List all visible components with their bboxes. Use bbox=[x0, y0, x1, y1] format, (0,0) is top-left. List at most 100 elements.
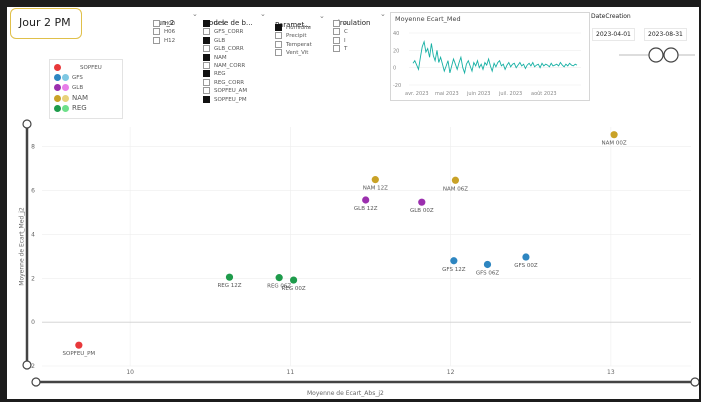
legend-item[interactable]: SOPFEU bbox=[54, 64, 102, 71]
slicer-option[interactable]: Precipit bbox=[275, 32, 312, 40]
legend-item[interactable]: GFS bbox=[54, 74, 83, 81]
legend-marker-icon bbox=[54, 105, 61, 112]
x-range-left-handle bbox=[31, 377, 41, 387]
data-point bbox=[450, 257, 458, 265]
slicer-option[interactable]: REG bbox=[203, 70, 247, 78]
legend-label: GFS bbox=[72, 75, 83, 81]
legend-marker-icon bbox=[54, 84, 61, 91]
checkbox-icon[interactable] bbox=[275, 32, 282, 40]
date-end-input[interactable]: 2023-08-31 bbox=[644, 28, 687, 41]
data-label: GLB 00Z bbox=[410, 208, 434, 214]
slicer-option[interactable]: SOPFEU_PM bbox=[203, 95, 247, 104]
checkbox-icon[interactable] bbox=[275, 24, 282, 31]
option-label: GLB_CORR bbox=[214, 46, 244, 53]
slicer-option[interactable]: C bbox=[333, 28, 348, 36]
slicer-option[interactable]: H12 bbox=[153, 36, 175, 45]
legend-item[interactable]: GLB bbox=[54, 84, 83, 91]
data-label: REG 00Z bbox=[282, 286, 306, 292]
x-range-right-handle bbox=[690, 377, 699, 387]
date-slicer[interactable]: DateCreation 2023-04-01 2023-08-31 bbox=[591, 13, 697, 63]
checkbox-icon[interactable] bbox=[203, 36, 210, 44]
date-start-input[interactable]: 2023-04-01 bbox=[592, 28, 635, 41]
option-label: T bbox=[344, 46, 348, 53]
legend-marker-icon bbox=[54, 64, 61, 71]
legend-marker-icon bbox=[62, 84, 69, 91]
y-range-bottom-handle bbox=[22, 360, 32, 370]
slicer-option[interactable]: H06 bbox=[153, 28, 175, 36]
legend-marker-icon bbox=[62, 95, 69, 102]
checkbox-icon[interactable] bbox=[203, 78, 210, 86]
data-label: NAM 12Z bbox=[363, 186, 388, 192]
slicer-option[interactable]: NAM bbox=[203, 53, 247, 62]
slicer-option[interactable]: SOPFEU_AM bbox=[203, 87, 247, 95]
option-label: Vent_Vit bbox=[286, 50, 309, 57]
legend-item[interactable]: REG bbox=[54, 104, 87, 112]
checkbox-icon[interactable] bbox=[203, 70, 210, 78]
checkbox-icon[interactable] bbox=[203, 20, 210, 27]
legend-label: REG bbox=[72, 104, 87, 112]
y-tick-label: -2 bbox=[29, 363, 35, 370]
checkbox-icon[interactable] bbox=[153, 20, 160, 27]
modele-slicer[interactable]: Modele de b... ⌄ GFS GFS_CORR GLB GLB_CORR N… bbox=[203, 10, 269, 103]
option-label: Humidite bbox=[286, 25, 312, 31]
checkbox-icon[interactable] bbox=[203, 53, 210, 61]
checkbox-icon[interactable] bbox=[275, 40, 282, 48]
parametre-slicer-title: Paramet... bbox=[275, 21, 311, 29]
chevron-down-icon[interactable]: ⌄ bbox=[319, 12, 325, 20]
option-label: GFS bbox=[214, 21, 225, 27]
checkbox-icon[interactable] bbox=[203, 28, 210, 36]
parametre-slicer[interactable]: Paramet... ⌄ Humidite Precipit Temperat Ven… bbox=[275, 12, 331, 57]
slicer-option[interactable]: I bbox=[333, 36, 348, 45]
option-label: C bbox=[344, 29, 348, 36]
data-point bbox=[522, 253, 530, 261]
data-label: GFS 12Z bbox=[442, 267, 466, 273]
option-label: SOPFEU_AM bbox=[214, 88, 248, 95]
slicer-option[interactable]: Vent_Vit bbox=[275, 49, 312, 57]
option-label: NAM_CORR bbox=[214, 62, 246, 69]
checkbox-icon[interactable] bbox=[153, 36, 160, 44]
data-point bbox=[610, 131, 618, 139]
slicer-option[interactable]: GFS_CORR bbox=[203, 28, 247, 36]
slicer-option[interactable]: Temperat bbox=[275, 40, 312, 49]
checkbox-icon[interactable] bbox=[275, 49, 282, 57]
run-options: H00 H06 H12 bbox=[153, 20, 175, 45]
x-tick-label: juin 2023 bbox=[466, 91, 490, 97]
checkbox-icon[interactable] bbox=[203, 95, 210, 103]
slicer-option[interactable]: Humidite bbox=[275, 24, 312, 32]
checkbox-icon[interactable] bbox=[333, 28, 340, 36]
checkbox-icon[interactable] bbox=[203, 87, 210, 95]
circulation-slicer-title: Circulation bbox=[333, 19, 371, 27]
run-slicer[interactable]: Run_2 ⌄ H00 H06 H12 bbox=[153, 10, 203, 44]
data-point bbox=[225, 273, 234, 281]
checkbox-icon[interactable] bbox=[203, 45, 210, 53]
checkbox-icon[interactable] bbox=[153, 28, 160, 36]
date-range-slider[interactable] bbox=[619, 45, 697, 65]
range-start-handle bbox=[648, 47, 664, 63]
checkbox-icon[interactable] bbox=[333, 45, 340, 53]
legend-item[interactable]: NAM bbox=[54, 94, 88, 102]
checkbox-icon[interactable] bbox=[333, 36, 340, 44]
slicer-option[interactable]: T bbox=[333, 45, 348, 53]
y-tick-label: 2 bbox=[31, 275, 35, 282]
slicer-option[interactable]: A bbox=[333, 20, 348, 28]
slicer-option[interactable]: GLB_CORR bbox=[203, 45, 247, 53]
modele-options: GFS GFS_CORR GLB GLB_CORR NAM NAM_CORR REG REG_… bbox=[203, 20, 247, 104]
slicer-option[interactable]: H00 bbox=[153, 20, 175, 28]
run-slicer-title: Run_2 bbox=[153, 19, 175, 27]
slicer-option[interactable]: NAM_CORR bbox=[203, 61, 247, 70]
x-axis-label: Moyenne de Ecart_Abs_j2 bbox=[307, 390, 384, 397]
slicer-option[interactable]: GLB bbox=[203, 36, 247, 45]
data-point bbox=[483, 260, 492, 269]
checkbox-icon[interactable] bbox=[203, 61, 210, 69]
chevron-down-icon[interactable]: ⌄ bbox=[380, 10, 386, 18]
slicer-option[interactable]: REG_CORR bbox=[203, 78, 247, 87]
chevron-down-icon[interactable]: ⌄ bbox=[192, 10, 198, 18]
data-point bbox=[289, 276, 298, 284]
slicer-option[interactable]: GFS bbox=[203, 20, 247, 28]
ecart-med-line-chart[interactable]: Moyenne Ecart_Med 40 20 0 -20 avr. 2023 mai 2… bbox=[390, 12, 590, 101]
chevron-down-icon[interactable]: ⌄ bbox=[260, 10, 266, 18]
checkbox-icon[interactable] bbox=[333, 20, 340, 27]
x-tick-label: mai 2023 bbox=[435, 91, 459, 97]
